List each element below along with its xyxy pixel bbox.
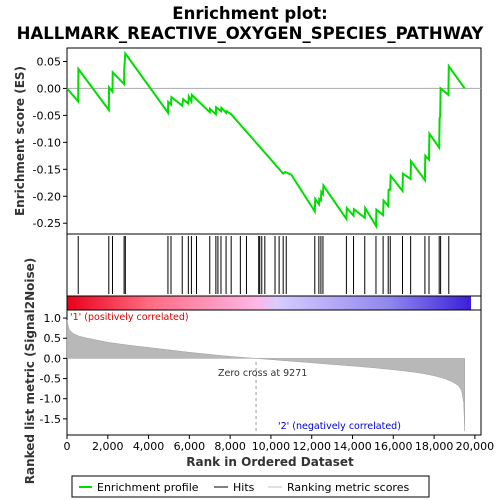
- es-y-tick-label: -0.25: [33, 217, 61, 230]
- hits-panel-frame: [66, 233, 482, 297]
- chart-title-line1: Enrichment plot:: [172, 4, 327, 23]
- es-y-tick-label: -0.10: [33, 136, 61, 149]
- metric-y-ticks: 1.0 0.5 0.0 -0.5 -1.0 -1.5: [40, 312, 67, 426]
- legend-metric-label: Ranking metric scores: [287, 481, 409, 494]
- es-y-axis-title: Enrichment score (ES): [13, 66, 27, 216]
- legend: Enrichment profile Hits Ranking metric s…: [71, 475, 430, 498]
- legend-hits-label: Hits: [233, 481, 255, 494]
- metric-y-tick-label: -0.5: [40, 373, 61, 386]
- rank-color-bar: [67, 296, 471, 310]
- hits-panel: [66, 233, 482, 311]
- metric-y-tick-label: 0.0: [44, 352, 62, 365]
- metric-panel-frame: [66, 309, 482, 436]
- x-axis-ticks: 0 2,000 4,000 6,000 8,000 10,000 12,000 14,000 1…: [64, 435, 495, 453]
- es-panel: 0.05 0.00 -0.05 -0.10 -0.15 -0.20 -0.25 Enrich…: [13, 47, 482, 235]
- enrichment-profile-line: [66, 50, 466, 230]
- legend-frame: [71, 475, 430, 498]
- x-tick-label: 10,000: [252, 440, 291, 453]
- x-axis-title: Rank in Ordered Dataset: [186, 455, 354, 469]
- metric-y-tick-label: 0.5: [44, 332, 62, 345]
- metric-y-tick-label: -1.0: [40, 393, 61, 406]
- positive-correlation-label: '1' (positively correlated): [70, 312, 189, 323]
- legend-enrichment-label: Enrichment profile: [97, 481, 199, 494]
- metric-y-tick-label: -1.5: [40, 413, 61, 426]
- es-y-tick-label: -0.15: [33, 163, 61, 176]
- es-panel-frame: [66, 47, 482, 235]
- x-tick-label: 8,000: [214, 440, 246, 453]
- ranking-metric-area: [66, 320, 465, 432]
- x-tick-label: 0: [64, 440, 71, 453]
- metric-y-axis-title: Ranked list metric (Signal2Noise): [23, 258, 37, 485]
- es-y-ticks: 0.05 0.00 -0.05 -0.10 -0.15 -0.20 -0.25: [33, 55, 67, 230]
- metric-y-tick-label: 1.0: [44, 312, 62, 325]
- es-y-tick-label: -0.20: [33, 190, 61, 203]
- metric-panel: 1.0 0.5 0.0 -0.5 -1.0 -1.5 '1' (positively co…: [23, 258, 482, 485]
- x-tick-label: 20,000: [456, 440, 495, 453]
- es-y-tick-label: 0.05: [37, 55, 62, 68]
- zero-cross-label: Zero cross at 9271: [218, 368, 307, 379]
- x-tick-label: 6,000: [174, 440, 206, 453]
- x-tick-label: 2,000: [92, 440, 124, 453]
- x-tick-label: 4,000: [133, 440, 165, 453]
- hit-lines: [77, 236, 450, 294]
- x-tick-label: 16,000: [374, 440, 413, 453]
- x-tick-label: 18,000: [415, 440, 454, 453]
- x-tick-label: 12,000: [292, 440, 331, 453]
- x-tick-label: 14,000: [333, 440, 372, 453]
- es-y-tick-label: -0.05: [33, 109, 61, 122]
- chart-title-line2: HALLMARK_REACTIVE_OXYGEN_SPECIES_PATHWAY: [17, 24, 485, 43]
- negative-correlation-label: '2' (negatively correlated): [278, 421, 401, 432]
- es-y-tick-label: 0.00: [37, 82, 62, 95]
